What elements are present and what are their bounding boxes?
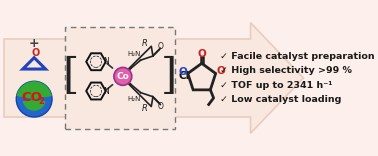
FancyBboxPatch shape (65, 27, 175, 129)
Text: O: O (157, 102, 163, 111)
Text: R: R (142, 39, 148, 48)
Text: N: N (103, 87, 108, 95)
Wedge shape (17, 81, 52, 99)
Text: R: R (142, 104, 148, 113)
Text: Co: Co (116, 72, 129, 81)
Text: [: [ (63, 55, 79, 97)
Circle shape (16, 81, 52, 117)
Text: O: O (216, 66, 225, 76)
Text: O: O (157, 42, 163, 51)
Text: O: O (32, 48, 40, 58)
Text: H₂N: H₂N (127, 96, 141, 102)
Text: N: N (103, 57, 108, 66)
Polygon shape (4, 23, 304, 133)
Text: CO: CO (21, 91, 42, 104)
Text: Cl: Cl (179, 71, 190, 81)
Text: H₂N: H₂N (127, 51, 141, 57)
Wedge shape (23, 99, 46, 111)
Text: ✓ Facile catalyst preparation: ✓ Facile catalyst preparation (220, 51, 374, 61)
Circle shape (114, 67, 132, 85)
Text: ✓ Low catalyst loading: ✓ Low catalyst loading (220, 95, 341, 105)
Text: ✓ High selectivity >99 %: ✓ High selectivity >99 % (220, 66, 352, 75)
Text: ]: ] (161, 55, 177, 97)
Text: O: O (197, 49, 206, 59)
Text: ✓ TOF up to 2341 h⁻¹: ✓ TOF up to 2341 h⁻¹ (220, 81, 332, 90)
Text: 2: 2 (39, 97, 45, 106)
Text: +: + (29, 37, 39, 49)
Text: O: O (178, 67, 187, 77)
